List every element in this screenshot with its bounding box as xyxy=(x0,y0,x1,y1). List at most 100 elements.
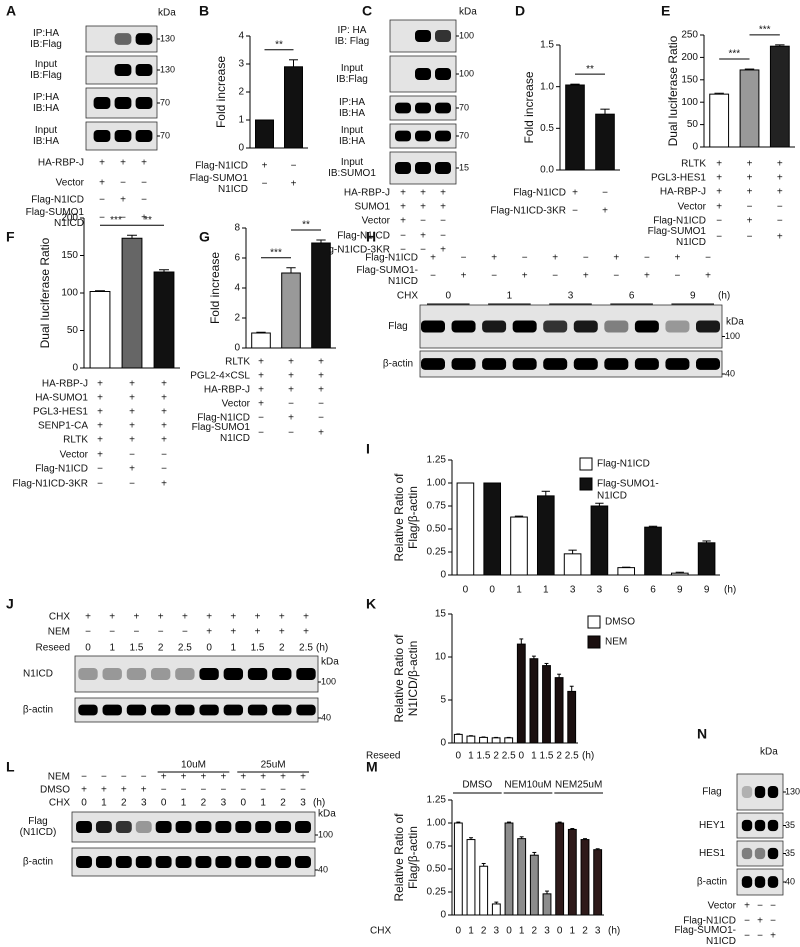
y-tick-label: 0.50 xyxy=(427,864,447,875)
band xyxy=(155,821,172,833)
band xyxy=(512,320,537,333)
band xyxy=(543,358,568,370)
error-bar xyxy=(159,269,169,272)
x-tick-label: 9 xyxy=(677,585,683,596)
marker-label: 130 xyxy=(785,786,800,796)
condition-sign: − xyxy=(777,216,783,227)
condition-sign: + xyxy=(97,407,103,418)
condition-sign: 9 xyxy=(690,291,696,302)
error-bar xyxy=(289,59,298,67)
condition-sign: 2 xyxy=(201,798,207,809)
row-label: IB:HA xyxy=(339,108,365,119)
panel-letter: C xyxy=(362,3,372,19)
error-bar xyxy=(544,662,549,666)
band xyxy=(665,320,690,333)
bar xyxy=(483,482,502,576)
condition-label: Flag-N1ICD xyxy=(513,188,566,199)
band xyxy=(195,821,212,833)
row-label: IB: Flag xyxy=(335,36,369,47)
condition-sign: − xyxy=(260,785,266,796)
band xyxy=(754,819,766,832)
kda-label: kDa xyxy=(158,8,176,19)
unit-label: (h) xyxy=(316,643,328,654)
error-bar xyxy=(557,673,562,678)
marker-label: 70 xyxy=(160,130,170,140)
band xyxy=(93,97,111,109)
band xyxy=(741,786,753,798)
condition-sign: − xyxy=(291,161,297,172)
y-tick-label: 1.5 xyxy=(540,40,554,51)
y-tick-label: 6 xyxy=(234,253,240,264)
dose-label: 10uM xyxy=(181,760,206,771)
band xyxy=(421,358,445,370)
condition-sign: − xyxy=(141,772,147,783)
error-bar xyxy=(568,549,577,554)
row-label: N1ICD xyxy=(23,669,53,680)
y-tick-label: 0.50 xyxy=(427,524,447,535)
significance-label: ** xyxy=(144,215,152,226)
condition-sign: + xyxy=(258,399,264,410)
band xyxy=(696,358,720,370)
condition-label: Vector xyxy=(678,202,707,213)
condition-label: Vector xyxy=(60,450,89,461)
marker-label: 70 xyxy=(459,102,469,112)
unit-label: (h) xyxy=(313,798,325,809)
y-tick-label: 250 xyxy=(681,30,698,41)
row-label: IB:Flag xyxy=(30,39,62,50)
condition-sign: 2.5 xyxy=(299,643,313,654)
y-tick-label: 0 xyxy=(72,363,78,374)
condition-label: Flag-N1ICD xyxy=(35,464,88,475)
x-tick-label: 0 xyxy=(463,585,469,596)
band xyxy=(415,30,431,42)
condition-label: Vector xyxy=(56,178,85,189)
condition-label: N1ICD xyxy=(706,936,736,947)
error-bar xyxy=(648,525,658,528)
condition-sign: + xyxy=(522,271,528,282)
band xyxy=(696,320,720,333)
condition-sign: 1 xyxy=(507,291,513,302)
bar xyxy=(542,893,552,916)
y-tick-label: 50 xyxy=(67,325,79,336)
condition-sign: 1 xyxy=(231,643,237,654)
condition-sign: + xyxy=(260,772,266,783)
row-label: β-actin xyxy=(23,705,53,716)
band xyxy=(135,97,153,109)
x-unit-label: (h) xyxy=(724,585,736,596)
x-unit-label: (h) xyxy=(582,751,594,762)
condition-sign: − xyxy=(420,216,426,227)
condition-sign: + xyxy=(757,916,763,927)
condition-sign: + xyxy=(602,206,608,217)
bar xyxy=(504,737,514,744)
x-tick-label: 2 xyxy=(556,751,562,762)
condition-sign: 3 xyxy=(300,798,306,809)
row-label: IP:HA xyxy=(33,28,59,39)
condition-sign: − xyxy=(572,206,578,217)
condition-sign: − xyxy=(121,772,127,783)
condition-sign: + xyxy=(161,479,167,490)
condition-sign: − xyxy=(129,450,135,461)
condition-sign: − xyxy=(675,271,681,282)
x-tick-label: 1 xyxy=(519,926,525,937)
legend-label: Flag-SUMO1- xyxy=(597,479,659,490)
condition-label: Flag-SUMO1- xyxy=(674,925,736,936)
y-tick-label: 5 xyxy=(440,695,446,706)
condition-sign: + xyxy=(288,385,294,396)
band xyxy=(215,821,232,833)
row-label: IB:Flag xyxy=(30,70,62,81)
y-axis-label: Relative Ratio of xyxy=(392,813,406,902)
band xyxy=(150,704,171,716)
x-tick-label: 3 xyxy=(494,926,500,937)
marker-label: 100 xyxy=(725,331,740,341)
marker-label: 100 xyxy=(459,30,474,40)
condition-sign: − xyxy=(705,253,711,264)
condition-sign: − xyxy=(744,916,750,927)
condition-label: Flag-SUMO1- xyxy=(356,265,418,276)
condition-label: Flag-N1ICD xyxy=(653,216,706,227)
row-label: Input xyxy=(35,125,57,136)
condition-sign: + xyxy=(491,253,497,264)
panel-letter: L xyxy=(6,759,15,775)
y-tick-label: 0.25 xyxy=(427,547,447,558)
condition-sign: + xyxy=(141,158,147,169)
condition-sign: 3 xyxy=(221,798,227,809)
condition-label: HA-RBP-J xyxy=(42,379,88,390)
